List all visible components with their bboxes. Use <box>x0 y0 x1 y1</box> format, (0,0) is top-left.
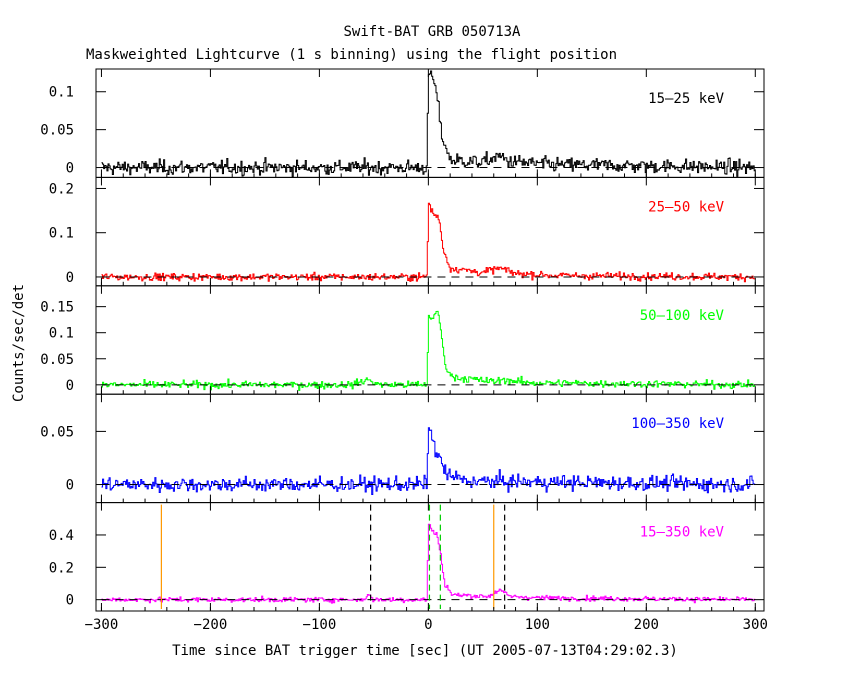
y-tick-label-2-1: 0 <box>66 270 74 286</box>
panel-frame-5 <box>95 502 765 612</box>
band-label-4: 100–350 keV <box>631 416 724 432</box>
y-tick-label-5-3: 0.4 <box>49 528 74 544</box>
y-tick-label-3-4: 0.15 <box>40 300 74 316</box>
lightcurve-line-2 <box>101 202 756 283</box>
panels-group: 0 0.05 0.1 15–25 keV 0 0.1 0.2 25–50 keV 0 0.05 0.… <box>40 68 768 633</box>
chart-title: Swift-BAT GRB 050713A <box>343 24 521 40</box>
y-tick-label-3-2: 0.05 <box>40 352 74 368</box>
lightcurve-line-4 <box>101 427 756 495</box>
y-tick-label-3-1: 0 <box>66 378 74 394</box>
x-tick-label-1: −300 <box>85 617 119 633</box>
y-tick-label-1-1: 0 <box>66 161 74 177</box>
y-tick-label-1-3: 0.1 <box>49 85 74 101</box>
x-tick-label-2: −200 <box>194 617 228 633</box>
panel-1: 0 0.05 0.1 15–25 keV <box>40 68 765 178</box>
y-tick-label-2-2: 0.1 <box>49 226 74 242</box>
band-label-1: 15–25 keV <box>648 91 724 107</box>
panel-frame-3 <box>95 285 765 395</box>
lightcurve-line-5 <box>101 523 756 604</box>
y-axis-label: Counts/sec/det <box>11 284 27 402</box>
chart-subtitle: Maskweighted Lightcurve (1 s binning) us… <box>86 47 617 63</box>
y-tick-label-1-2: 0.05 <box>40 123 74 139</box>
y-tick-label-5-1: 0 <box>66 593 74 609</box>
panel-2: 0 0.1 0.2 25–50 keV <box>49 176 765 287</box>
band-label-2: 25–50 keV <box>648 199 724 215</box>
panel-3: 0 0.05 0.1 0.15 50–100 keV <box>40 285 765 395</box>
x-axis-label: Time since BAT trigger time [sec] (UT 20… <box>172 643 678 659</box>
band-label-3: 50–100 keV <box>640 308 725 324</box>
y-tick-label-4-2: 0.05 <box>40 424 74 440</box>
panel-frame-2 <box>95 176 765 287</box>
lightcurve-line-1 <box>101 70 756 178</box>
x-tick-label-3: −100 <box>303 617 337 633</box>
panel-4: 0 0.05 100–350 keV <box>40 393 765 504</box>
x-tick-label-4: 0 <box>424 617 432 633</box>
x-tick-label-5: 100 <box>525 617 550 633</box>
y-tick-label-2-3: 0.2 <box>49 181 74 197</box>
x-tick-label-6: 200 <box>634 617 659 633</box>
y-tick-label-4-1: 0 <box>66 478 74 494</box>
panel-5: 0 0.2 0.4 15–350 keV <box>49 502 765 612</box>
band-label-5: 15–350 keV <box>640 525 725 541</box>
y-tick-label-5-2: 0.2 <box>49 560 74 576</box>
x-tick-label-7: 300 <box>743 617 768 633</box>
y-tick-label-3-3: 0.1 <box>49 326 74 342</box>
